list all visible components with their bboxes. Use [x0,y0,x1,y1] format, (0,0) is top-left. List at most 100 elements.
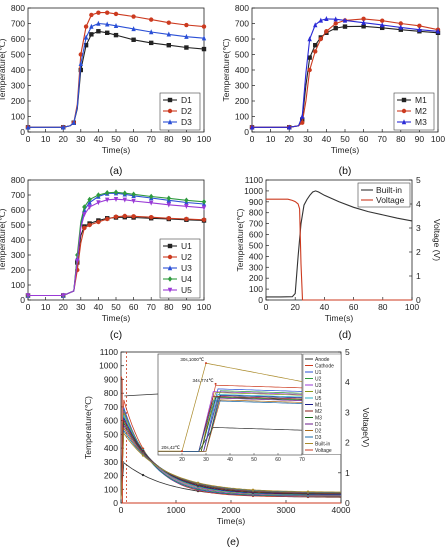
data-point-Anode [141,473,145,477]
data-point-U2 [166,216,171,221]
y2-tick-label: 5 [416,175,421,185]
data-point-U5 [82,212,87,218]
y-tick-label: 500 [11,220,25,230]
y2-tick-label: 1 [416,271,421,281]
data-point-D1 [83,43,89,48]
data-point-D3 [61,124,66,130]
annotation-label: 34s,774℃ [193,378,215,383]
y-tick-label: 400 [11,235,25,245]
inset-x-tick-label: 40 [227,457,233,463]
legend-label: U4 [315,390,322,396]
data-point-D2 [166,20,171,25]
legend-label: U3 [315,383,322,389]
data-point-Built-in [196,481,200,484]
annotation-point [181,450,183,453]
panel-caption-b: (b) [339,165,352,177]
legend-label: U4 [181,274,192,284]
y-tick-label: 800 [11,3,25,13]
data-point-U4 [75,252,80,258]
data-point-U2 [201,217,207,222]
legend-label: M1 [315,403,322,409]
x-tick-label: 30 [76,134,86,144]
data-point-M2 [417,23,422,29]
x-tick-label: 30 [303,134,313,144]
y-tick-label: 700 [11,190,25,200]
data-point-U2 [131,214,136,219]
y-tick-label: 400 [249,251,263,261]
legend-label: U2 [181,252,192,262]
y-tick-label: 100 [11,112,25,122]
data-point-D3 [83,34,89,40]
x-tick-label: 20 [284,134,294,144]
y-tick-label: 700 [235,19,249,29]
data-point-Built-in [141,454,145,457]
legend-marker [401,97,407,103]
data-point-M2 [333,21,338,26]
chart-panel-b: 0 10 20 30 40 50 60 70 80 90 100 0 100 200 300 400 500 60… [221,3,445,155]
x-axis-label: Time(s) [331,145,360,155]
x-tick-label: 90 [182,302,192,312]
inset-frame [157,353,303,456]
x-tick-label: 0 [26,302,31,312]
x-tick-label: 60 [129,302,139,312]
y-axis-label: Temperature(℃) [221,38,231,101]
data-point-U5 [201,205,207,211]
legend-label: U5 [181,285,192,295]
inset-x-tick-label: 30 [203,457,209,463]
data-point-M1 [307,55,312,60]
legend-label: M2 [315,409,322,415]
legend-label: U1 [181,241,192,251]
data-point-U2 [184,216,189,222]
y-tick-label: 600 [104,416,118,426]
y-tick-label: 400 [104,443,118,453]
y-tick-label: 200 [11,96,25,106]
y2-tick-label: 3 [416,223,421,233]
y-axis-label: Temperature(℃) [0,38,7,101]
annotation-label: 20s,42℃ [161,445,181,450]
y-tick-label: 400 [235,65,249,75]
data-point-D3 [166,31,171,37]
x-tick-label: 10 [41,302,51,312]
legend-label: D1 [181,95,192,105]
data-point-U4 [201,198,207,205]
y-tick-label: 100 [235,112,249,122]
x-tick-label: 100 [431,134,445,144]
data-point-D3 [131,26,136,32]
data-point-D3 [96,20,101,26]
inset-chart: 20 30 40 50 60 70 30s,1000℃ 34s,774℃ 20s,42℃ [157,353,305,463]
y-tick-label: 700 [249,219,263,229]
data-point-U2 [87,222,92,228]
inset-x-tick-label: 20 [179,457,185,463]
chart-panel-a: 0 10 20 30 40 50 60 70 80 90 100 0 100 200 300 400 500 60… [0,3,211,155]
y-tick-label: 1000 [244,186,263,196]
data-point-D2 [89,12,94,18]
y-tick-label: 300 [104,457,118,467]
y-tick-label: 200 [235,96,249,106]
inset-pointer-arrow [124,393,159,397]
data-point-Built-in [306,490,310,493]
x-tick-label: 1000 [167,505,186,515]
y-tick-label: 1100 [100,347,119,357]
legend-box [357,182,411,208]
y-tick-label: 100 [104,484,118,494]
x-tick-label: 70 [146,134,156,144]
x-tick-label: 20 [290,302,300,312]
data-point-U4 [96,192,101,198]
data-point-M3 [307,36,312,42]
x-tick-label: 50 [111,302,121,312]
data-point-D1 [201,46,207,52]
y-tick-label: 200 [11,265,25,275]
data-point-M2 [313,49,318,54]
chart-panel-e: 0 1000 2000 3000 400001002003004005006007008… [83,347,371,526]
data-point-M2 [380,18,385,23]
y2-tick-label: 2 [416,247,421,257]
data-point-D1 [166,43,171,48]
x-tick-label: 2000 [222,505,241,515]
data-point-M2 [398,21,403,26]
x-tick-label: 90 [182,134,192,144]
data-point-U5 [184,204,189,210]
y-tick-label: 100 [11,280,25,290]
legend-label: D2 [181,106,192,116]
annotation-point [214,382,217,385]
